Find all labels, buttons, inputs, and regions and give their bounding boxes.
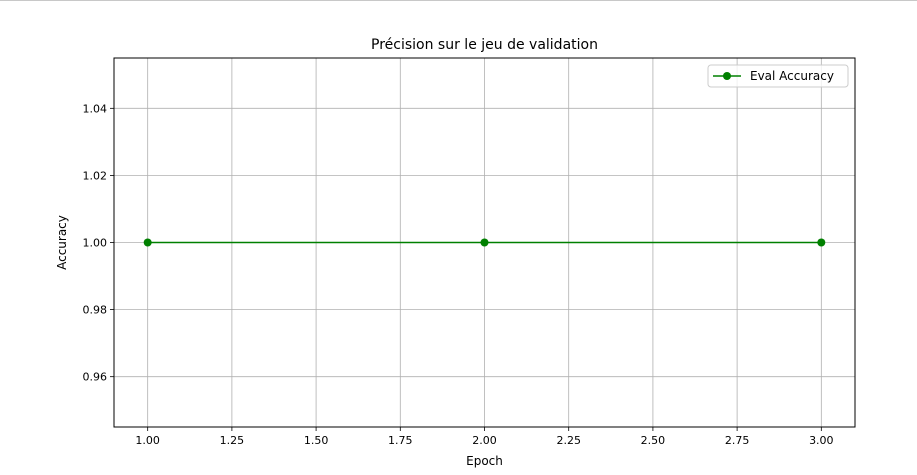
x-tick-label: 1.00 — [135, 434, 160, 447]
data-point — [817, 238, 826, 247]
y-tick-label: 1.02 — [83, 169, 108, 182]
grid — [114, 58, 855, 427]
data-point — [480, 238, 489, 247]
x-tick-label: 1.75 — [388, 434, 413, 447]
x-tick-label: 2.75 — [725, 434, 750, 447]
y-tick-label: 1.04 — [83, 102, 108, 115]
y-tick-label: 0.96 — [83, 371, 108, 384]
window-top-rule — [0, 0, 917, 1]
x-axis-ticks: 1.00 1.25 1.50 1.75 2.00 2.25 2.50 2.75 3.00 — [135, 427, 834, 447]
data-point — [143, 238, 152, 247]
legend-box — [707, 64, 849, 88]
x-tick-label: 3.00 — [809, 434, 834, 447]
x-tick-label: 2.25 — [556, 434, 581, 447]
chart-title: Précision sur le jeu de validation — [371, 37, 598, 53]
x-tick-label: 2.00 — [472, 434, 497, 447]
x-tick-label: 1.50 — [304, 434, 329, 447]
legend-label: Eval Accuracy — [750, 69, 834, 83]
legend: Eval Accuracy — [707, 64, 849, 88]
series-layer — [143, 238, 826, 247]
legend-marker — [723, 72, 731, 80]
x-axis-label: Epoch — [466, 454, 503, 468]
y-axis-ticks: 0.96 0.98 1.00 1.02 1.04 — [83, 102, 114, 384]
y-tick-label: 1.00 — [83, 237, 108, 250]
y-tick-label: 0.98 — [83, 304, 108, 317]
x-tick-label: 1.25 — [220, 434, 245, 447]
x-tick-label: 2.50 — [641, 434, 666, 447]
y-axis-label: Accuracy — [55, 215, 69, 270]
